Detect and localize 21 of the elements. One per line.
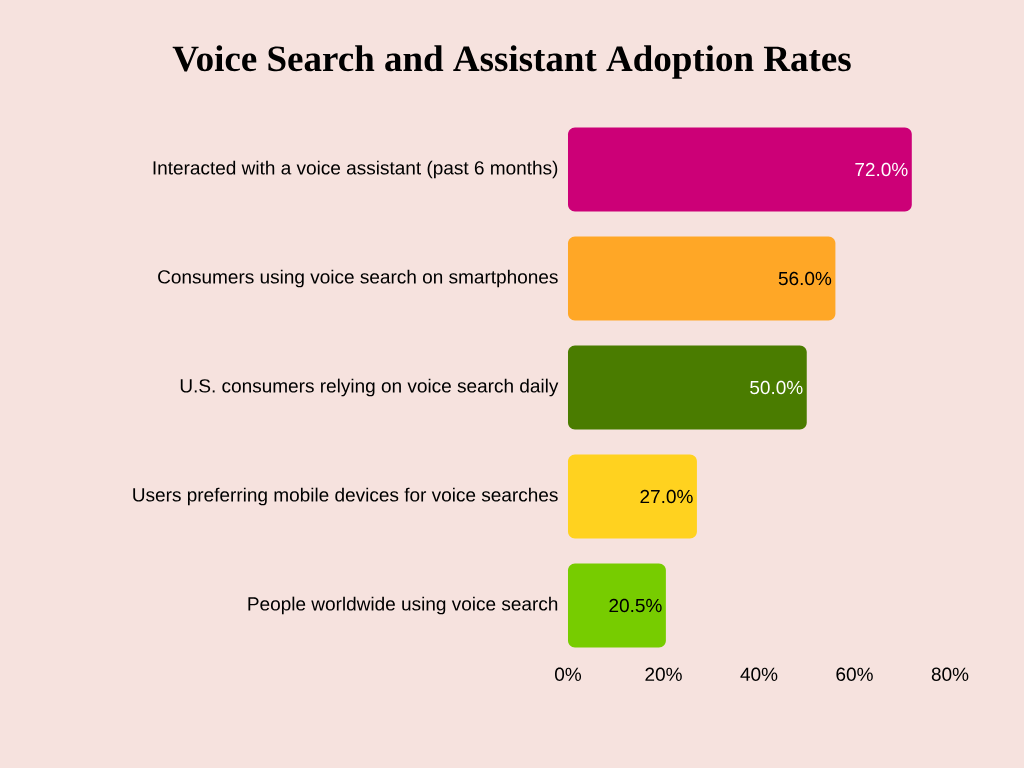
data-label: 56.0% [778, 271, 832, 286]
x-tick-label: 80% [931, 667, 969, 681]
y-tick-label: Consumers using voice search on smartphones [158, 269, 558, 288]
data-label: 50.0% [750, 380, 803, 395]
data-label: 27.0% [640, 489, 693, 504]
x-tick-label: 20% [645, 667, 682, 681]
y-tick-label: Interacted with a voice assistant (past 6 months) [153, 160, 558, 179]
bar [568, 236, 836, 321]
bar [568, 563, 666, 648]
bar [568, 127, 912, 212]
x-tick-label: 40% [740, 667, 778, 681]
y-tick-label: Users preferring mobile devices for voice searches [133, 487, 558, 506]
chart-title: Voice Search and Assistant Adoption Rates [172, 45, 851, 79]
y-tick-label: People worldwide using voice search [248, 596, 558, 615]
data-label: 72.0% [855, 162, 908, 177]
y-tick-label: U.S. consumers relying on voice search daily [180, 378, 559, 397]
data-label: 20.5% [609, 598, 662, 613]
x-tick-label: 0% [555, 667, 582, 681]
x-tick-label: 60% [836, 667, 873, 681]
bar [568, 345, 807, 430]
bar [568, 454, 697, 539]
